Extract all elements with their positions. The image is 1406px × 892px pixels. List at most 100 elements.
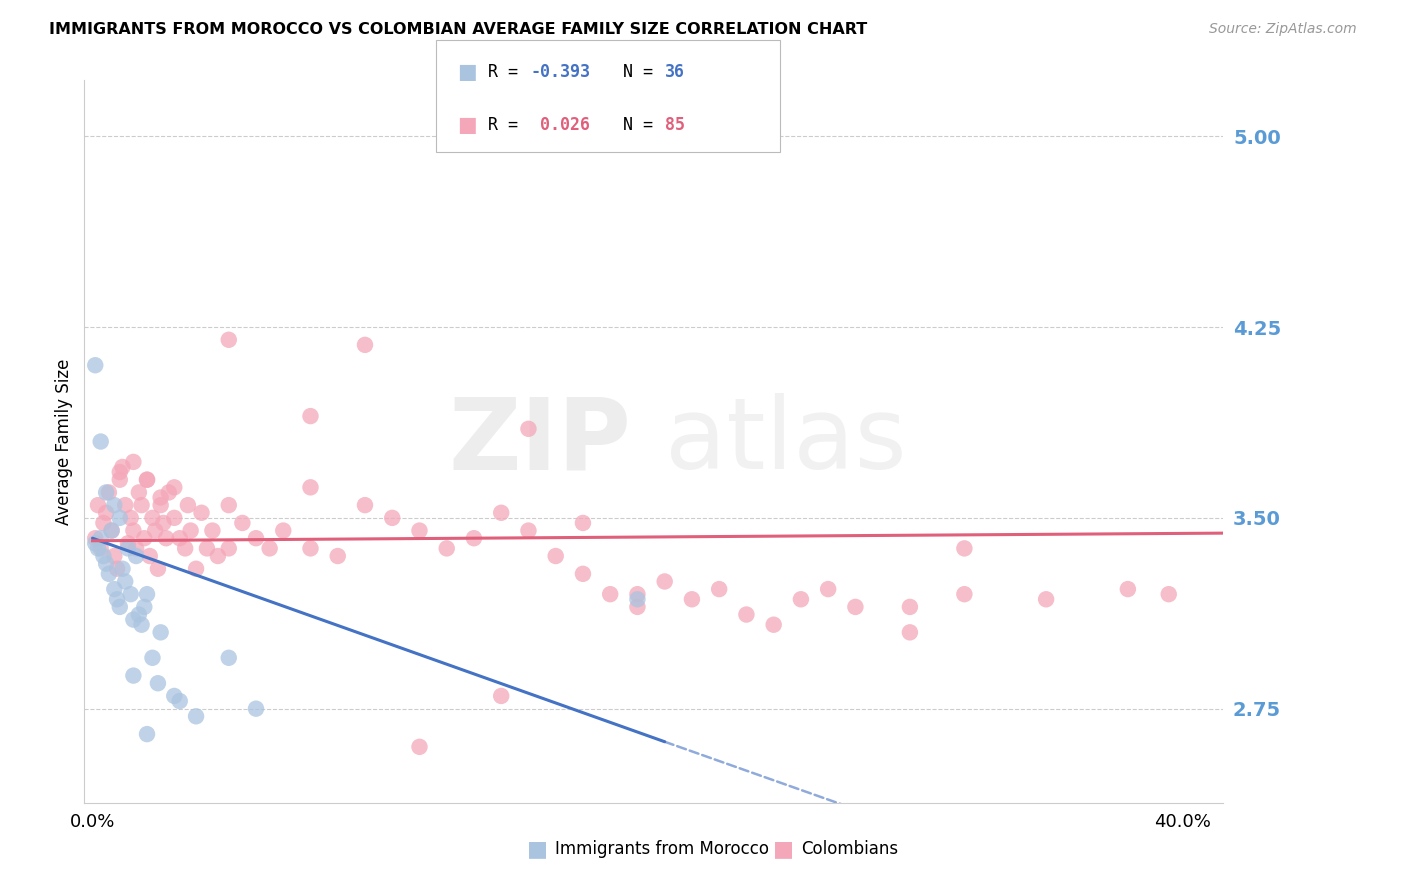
Text: 85: 85: [665, 116, 685, 134]
Point: [408, 739, 430, 754]
Point: [517, 422, 540, 436]
Text: -0.393: -0.393: [530, 63, 591, 81]
Point: [898, 625, 921, 640]
Text: Immigrants from Morocco: Immigrants from Morocco: [555, 840, 769, 858]
Point: [134, 599, 156, 614]
Point: [201, 524, 224, 538]
Point: [111, 460, 134, 475]
Point: [299, 409, 322, 423]
Y-axis label: Average Family Size: Average Family Size: [55, 359, 73, 524]
Text: N =: N =: [603, 116, 664, 134]
Point: [90, 434, 112, 449]
Text: Source: ZipAtlas.com: Source: ZipAtlas.com: [1209, 22, 1357, 37]
Point: [117, 541, 139, 556]
Point: [131, 498, 153, 512]
Point: [218, 541, 240, 556]
Point: [105, 592, 128, 607]
Point: [245, 531, 267, 545]
Point: [93, 516, 115, 530]
Point: [898, 599, 921, 614]
Point: [90, 531, 112, 545]
Point: [100, 524, 122, 538]
Point: [122, 613, 145, 627]
Point: [108, 599, 131, 614]
Point: [87, 541, 110, 556]
Point: [245, 701, 267, 715]
Point: [169, 694, 191, 708]
Point: [195, 541, 218, 556]
Point: [122, 524, 145, 538]
Point: [218, 498, 240, 512]
Point: [96, 557, 118, 571]
Point: [84, 358, 107, 372]
Point: [149, 491, 172, 505]
Point: [157, 485, 180, 500]
Text: ■: ■: [457, 62, 477, 82]
Point: [105, 562, 128, 576]
Point: [218, 333, 240, 347]
Point: [84, 536, 107, 550]
Point: [207, 549, 229, 563]
Point: [1116, 582, 1139, 596]
Point: [93, 549, 115, 563]
Text: Colombians: Colombians: [801, 840, 898, 858]
Point: [844, 599, 866, 614]
Point: [184, 562, 207, 576]
Point: [174, 541, 197, 556]
Point: [231, 516, 253, 530]
Point: [626, 599, 648, 614]
Text: ■: ■: [457, 114, 477, 135]
Point: [177, 498, 200, 512]
Point: [136, 587, 159, 601]
Point: [149, 498, 172, 512]
Text: ■: ■: [527, 839, 548, 859]
Point: [87, 498, 110, 512]
Point: [136, 473, 159, 487]
Point: [96, 485, 118, 500]
Point: [136, 473, 159, 487]
Point: [259, 541, 281, 556]
Text: 0.026: 0.026: [530, 116, 591, 134]
Text: IMMIGRANTS FROM MOROCCO VS COLOMBIAN AVERAGE FAMILY SIZE CORRELATION CHART: IMMIGRANTS FROM MOROCCO VS COLOMBIAN AVE…: [49, 22, 868, 37]
Point: [169, 531, 191, 545]
Point: [131, 617, 153, 632]
Point: [114, 498, 136, 512]
Point: [97, 485, 120, 500]
Point: [163, 689, 186, 703]
Point: [149, 625, 172, 640]
Point: [354, 498, 377, 512]
Point: [111, 562, 134, 576]
Point: [354, 338, 377, 352]
Point: [125, 541, 148, 556]
Point: [97, 566, 120, 581]
Point: [408, 524, 430, 538]
Point: [122, 668, 145, 682]
Text: R =: R =: [488, 63, 527, 81]
Point: [146, 562, 169, 576]
Point: [141, 511, 163, 525]
Point: [139, 549, 162, 563]
Point: [141, 650, 163, 665]
Point: [114, 574, 136, 589]
Point: [84, 531, 107, 545]
Text: atlas: atlas: [665, 393, 907, 490]
Point: [136, 727, 159, 741]
Point: [626, 587, 648, 601]
Point: [626, 592, 648, 607]
Point: [143, 524, 166, 538]
Point: [96, 506, 118, 520]
Point: [117, 536, 139, 550]
Text: N =: N =: [603, 63, 664, 81]
Point: [271, 524, 294, 538]
Point: [125, 549, 148, 563]
Point: [572, 566, 595, 581]
Point: [381, 511, 404, 525]
Text: 36: 36: [665, 63, 685, 81]
Point: [299, 480, 322, 494]
Point: [326, 549, 349, 563]
Point: [436, 541, 458, 556]
Point: [489, 506, 512, 520]
Point: [1035, 592, 1057, 607]
Point: [100, 524, 122, 538]
Point: [146, 676, 169, 690]
